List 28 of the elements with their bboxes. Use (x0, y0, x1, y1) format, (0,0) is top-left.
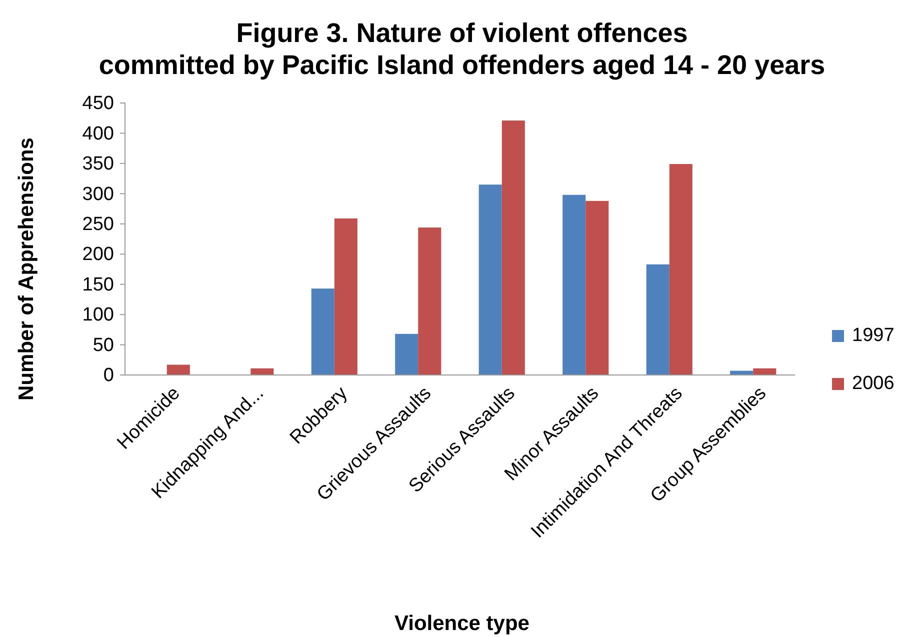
x-axis-title: Violence type (394, 612, 530, 635)
y-tick-label: 100 (82, 304, 114, 326)
bar (395, 334, 418, 375)
y-tick-label: 250 (82, 214, 114, 235)
bar (562, 194, 586, 375)
bar (502, 120, 525, 375)
bar (311, 288, 334, 375)
legend-label: 1997 (852, 325, 894, 346)
bar (418, 228, 442, 375)
bar (166, 364, 190, 375)
y-tick-label: 0 (103, 365, 114, 386)
y-axis-title: Number of Apprehensions (15, 138, 38, 400)
y-tick-label: 400 (82, 123, 114, 144)
bar (669, 164, 692, 375)
y-tick-label: 350 (82, 154, 114, 175)
chart-title: Figure 3. Nature of violent offences committed by Pacific Island offenders aged 14 - 20 years (98, 18, 826, 80)
y-tick-label: 50 (92, 334, 114, 356)
bar (586, 200, 609, 375)
bar (478, 184, 502, 375)
bar (646, 264, 670, 375)
bar (753, 368, 776, 375)
legend-label: 2006 (852, 373, 894, 394)
bar (250, 368, 274, 375)
bar (334, 218, 358, 375)
y-tick-label: 450 (82, 93, 114, 114)
y-tick-label: 200 (82, 244, 114, 266)
y-tick-label: 150 (82, 274, 114, 296)
y-tick-label: 300 (82, 184, 114, 205)
